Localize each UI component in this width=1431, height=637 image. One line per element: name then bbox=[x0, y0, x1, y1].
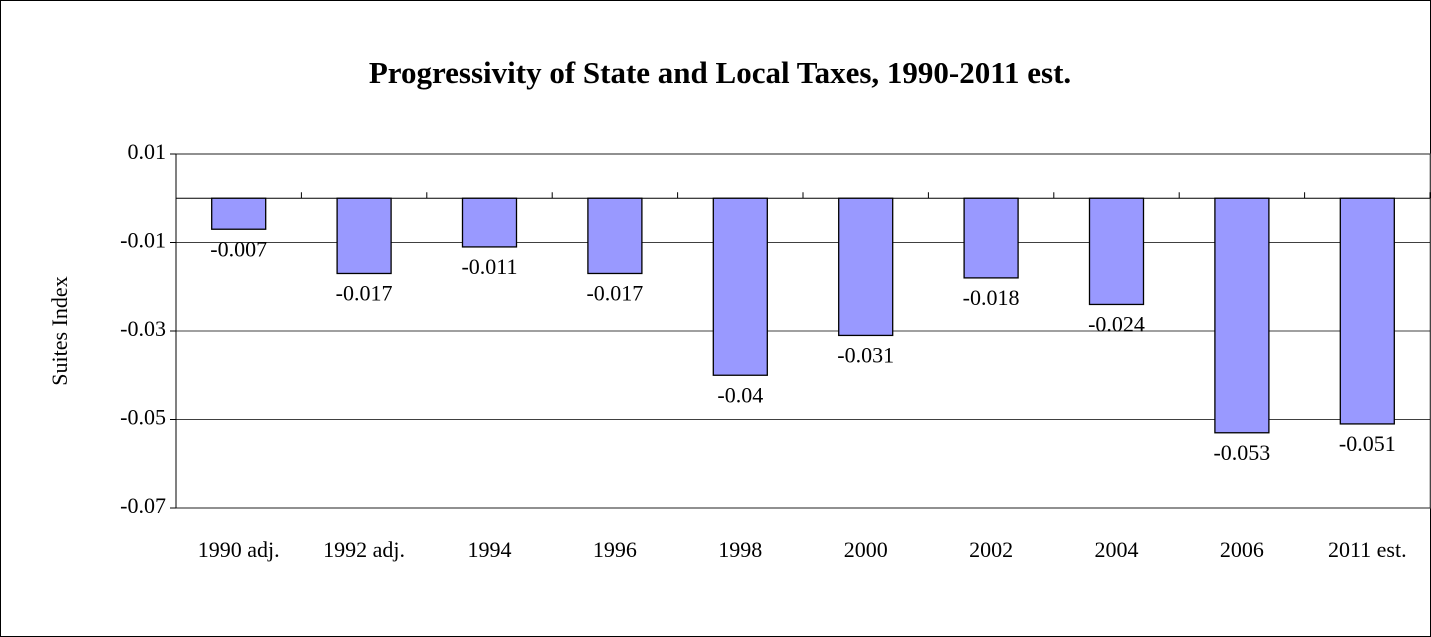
value-label: -0.053 bbox=[1213, 440, 1270, 465]
y-tick-label: -0.03 bbox=[120, 316, 166, 341]
y-tick-label: 0.01 bbox=[128, 139, 167, 164]
value-label: -0.011 bbox=[461, 254, 517, 279]
chart-title: Progressivity of State and Local Taxes, … bbox=[369, 55, 1071, 90]
value-label: -0.017 bbox=[586, 281, 643, 306]
x-tick-label: 2011 est. bbox=[1328, 537, 1407, 562]
bar bbox=[461, 197, 518, 248]
bar bbox=[963, 197, 1019, 279]
bar bbox=[1214, 197, 1270, 434]
value-label: -0.024 bbox=[1088, 311, 1145, 336]
value-label: -0.051 bbox=[1339, 431, 1396, 456]
x-tick-label: 2006 bbox=[1220, 537, 1264, 562]
y-axis-label: Suites Index bbox=[47, 276, 72, 385]
y-tick-label: -0.07 bbox=[120, 493, 166, 518]
value-label: -0.04 bbox=[717, 382, 763, 407]
y-tick-label: -0.01 bbox=[120, 228, 166, 253]
x-tick-label: 1992 adj. bbox=[323, 537, 405, 562]
bar bbox=[1088, 197, 1145, 306]
x-tick-label: 1996 bbox=[593, 537, 637, 562]
x-tick-label: 2002 bbox=[969, 537, 1013, 562]
value-label: -0.018 bbox=[963, 285, 1020, 310]
bar bbox=[211, 197, 267, 230]
value-label: -0.007 bbox=[210, 236, 267, 261]
bar bbox=[838, 197, 894, 337]
x-tick-label: 1994 bbox=[468, 537, 512, 562]
x-tick-label: 1998 bbox=[718, 537, 762, 562]
bar bbox=[712, 197, 768, 376]
value-label: -0.017 bbox=[336, 281, 393, 306]
bar bbox=[587, 197, 643, 275]
value-label: -0.031 bbox=[837, 342, 894, 367]
x-tick-label: 2000 bbox=[844, 537, 888, 562]
x-tick-label: 1990 adj. bbox=[198, 537, 280, 562]
y-tick-label: -0.05 bbox=[120, 405, 166, 430]
bar bbox=[1339, 197, 1395, 425]
x-tick-label: 2004 bbox=[1095, 537, 1139, 562]
bar bbox=[336, 197, 392, 275]
